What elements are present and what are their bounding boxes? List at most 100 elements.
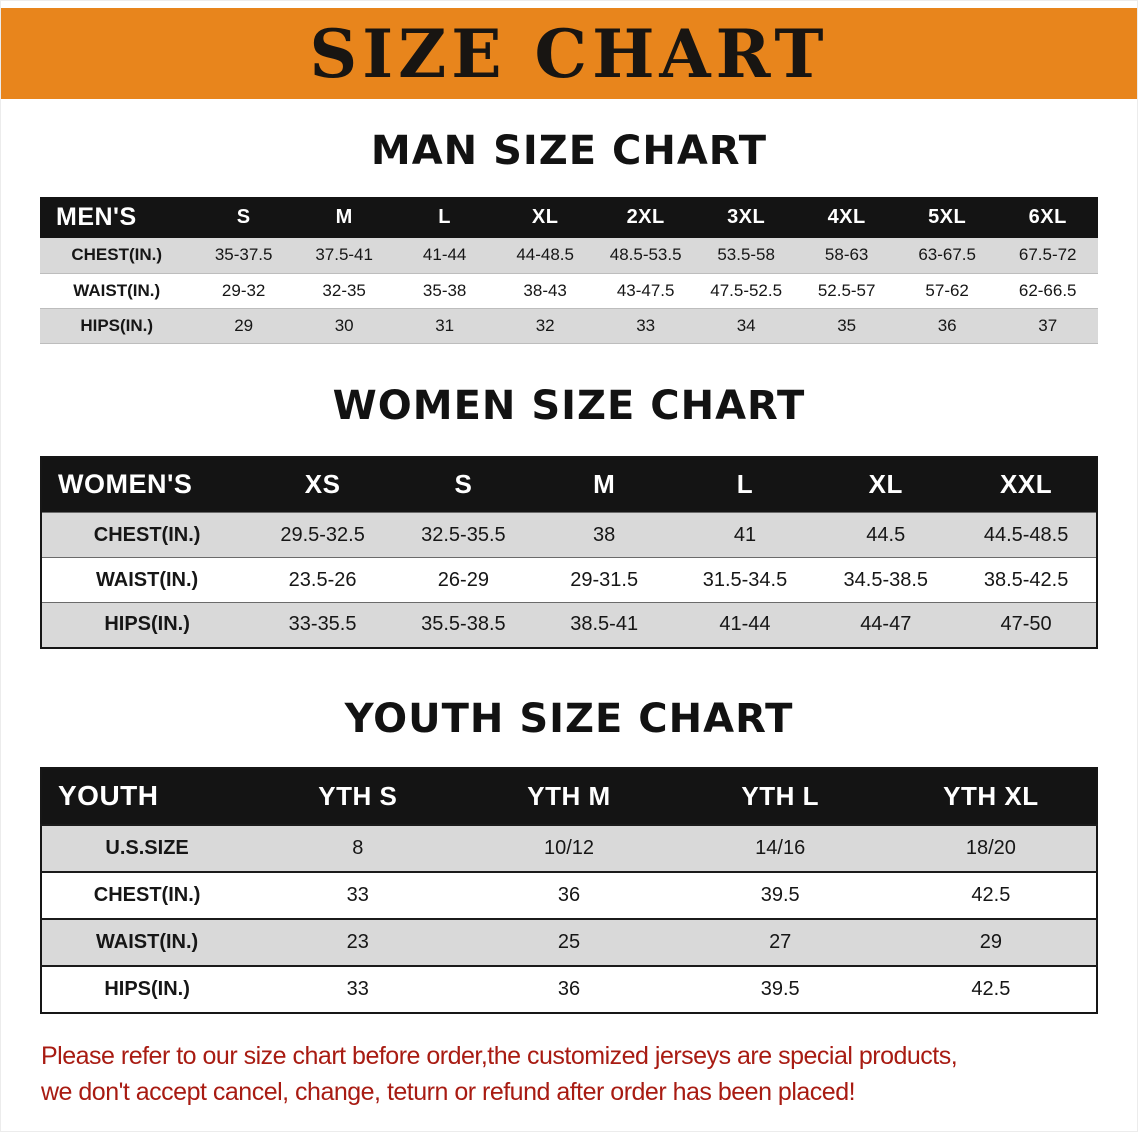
size-value: 38-43 (523, 280, 567, 300)
size-value: 23.5-26 (288, 568, 357, 591)
size-value: 35-37.5 (214, 245, 273, 265)
size-column-header: XL (815, 456, 957, 513)
size-value: 38.5-41 (570, 613, 639, 636)
size-column-header: M (533, 456, 675, 513)
disclaimer-line-1: Please refer to our size chart before or… (41, 1041, 958, 1070)
size-column-header: YTH S (252, 767, 464, 825)
size-column-header: 2XL (595, 197, 696, 238)
size-value: 44-47 (860, 613, 912, 636)
table-header-row: WOMEN'S XS S M L XL XXL (41, 456, 1097, 513)
size-column-header: S (193, 197, 294, 238)
size-value: 39.5 (760, 977, 800, 1000)
size-value: 63-67.5 (918, 245, 976, 265)
size-value: 58-63 (824, 245, 869, 265)
size-value: 37.5-41 (315, 245, 373, 265)
row-label: U.S.SIZE (105, 836, 189, 859)
men-size-table: MEN'S S M L XL 2XL 3XL 4XL 5XL 6XL CHEST(IN.) 35-37… (40, 197, 1098, 344)
disclaimer-line-2: we don't accept cancel, change, teturn o… (41, 1077, 856, 1106)
women-size-section: WOMEN SIZE CHART WOMEN'S XS S M L XL XXL CHEST(… (1, 384, 1137, 649)
row-label: WAIST(IN.) (73, 280, 161, 300)
size-row: WAIST(IN.) 23.5-26 26-29 29-31.5 31.5-34.5 34… (41, 557, 1097, 603)
size-value: 29 (979, 930, 1003, 953)
women-section-heading: WOMEN SIZE CHART (332, 382, 806, 429)
row-label: HIPS(IN.) (104, 613, 190, 636)
size-row: CHEST(IN.) 35-37.5 37.5-41 41-44 44-48.5 48.5… (40, 238, 1098, 273)
size-value: 41 (733, 523, 757, 546)
size-value: 44.5 (866, 523, 906, 546)
row-label: HIPS(IN.) (80, 315, 154, 335)
size-value: 33 (346, 883, 369, 906)
size-value: 39.5 (760, 883, 800, 906)
size-value: 29-32 (221, 280, 266, 300)
size-row: CHEST(IN.) 29.5-32.5 32.5-35.5 38 41 44.5 44.5… (41, 512, 1097, 558)
size-value: 52.5-57 (817, 280, 876, 300)
size-column-header: L (394, 197, 495, 238)
size-value: 29 (234, 315, 254, 335)
size-row: HIPS(IN.) 33 36 39.5 42.5 (41, 965, 1097, 1013)
row-label: CHEST(IN.) (71, 245, 163, 265)
size-value: 62-66.5 (1018, 280, 1077, 300)
size-value: 36 (557, 883, 581, 906)
size-column-header: XXL (956, 456, 1097, 513)
table-header-row: YOUTH YTH S YTH M YTH L YTH XL (41, 767, 1097, 825)
size-value: 36 (557, 977, 581, 1000)
size-value: 31 (435, 315, 455, 335)
table-title-cell: WOMEN'S (41, 456, 253, 513)
youth-section-heading: YOUTH SIZE CHART (344, 695, 794, 742)
size-value: 8 (352, 836, 364, 859)
size-value: 14/16 (755, 836, 806, 859)
table-header-row: MEN'S S M L XL 2XL 3XL 4XL 5XL 6XL (40, 197, 1098, 238)
youth-size-table: YOUTH YTH S YTH M YTH L YTH XL U.S.SIZE 8 10/12… (40, 766, 1098, 1014)
size-row: HIPS(IN.) 33-35.5 35.5-38.5 38.5-41 41-44 44-… (41, 602, 1097, 648)
size-value: 32 (535, 315, 555, 335)
size-value: 35-38 (422, 280, 467, 300)
size-value: 38.5-42.5 (983, 568, 1069, 591)
size-column-header: XL (494, 197, 596, 238)
size-value: 38 (593, 523, 616, 546)
size-column-header: 3XL (695, 197, 797, 238)
youth-size-section: YOUTH SIZE CHART YOUTH YTH S YTH M YTH L YTH… (1, 697, 1137, 1014)
size-value: 42.5 (971, 883, 1011, 906)
size-value: 29-31.5 (570, 568, 639, 591)
row-label: CHEST(IN.) (93, 883, 201, 906)
size-value: 34.5-38.5 (843, 568, 929, 591)
men-size-section: MAN SIZE CHART MEN'S S M L XL 2XL 3XL 4XL 5XL 6XL… (1, 129, 1137, 344)
size-column-header: 5XL (896, 197, 998, 238)
size-value: 32.5-35.5 (421, 523, 506, 546)
size-value: 33 (346, 977, 369, 1000)
row-label: HIPS(IN.) (104, 977, 190, 1000)
size-column-header: YTH XL (885, 767, 1097, 825)
size-column-header: L (674, 456, 816, 513)
size-value: 25 (557, 930, 581, 953)
size-column-header: YTH M (463, 767, 675, 825)
size-value: 26-29 (437, 568, 489, 591)
size-column-header: 4XL (796, 197, 897, 238)
size-value: 41-44 (719, 613, 771, 636)
size-value: 41-44 (422, 245, 467, 265)
size-value: 57-62 (925, 280, 969, 300)
size-column-header: M (293, 197, 395, 238)
women-size-table: WOMEN'S XS S M L XL XXL CHEST(IN.) 29.5-32.5 32.5… (40, 455, 1098, 649)
row-label: WAIST(IN.) (95, 568, 199, 591)
size-value: 35 (837, 315, 857, 335)
size-value: 18/20 (965, 836, 1016, 859)
size-value: 67.5-72 (1018, 245, 1077, 265)
size-value: 43-47.5 (616, 280, 675, 300)
size-value: 53.5-58 (717, 245, 775, 265)
size-row: WAIST(IN.) 23 25 27 29 (41, 918, 1097, 966)
size-column-header: XS (252, 456, 393, 513)
row-label: CHEST(IN.) (93, 523, 201, 546)
size-value: 33 (636, 315, 656, 335)
size-column-header: YTH L (674, 767, 886, 825)
size-value: 36 (937, 315, 957, 335)
size-value: 44-48.5 (516, 245, 574, 265)
size-value: 32-35 (322, 280, 366, 300)
size-value: 33-35.5 (288, 613, 357, 636)
disclaimer: Please refer to our size chart before or… (41, 1038, 1117, 1111)
size-value: 27 (769, 930, 792, 953)
size-row: CHEST(IN.) 33 36 39.5 42.5 (41, 871, 1097, 919)
size-value: 23 (346, 930, 369, 953)
size-value: 37 (1038, 315, 1058, 335)
size-value: 30 (334, 315, 354, 335)
